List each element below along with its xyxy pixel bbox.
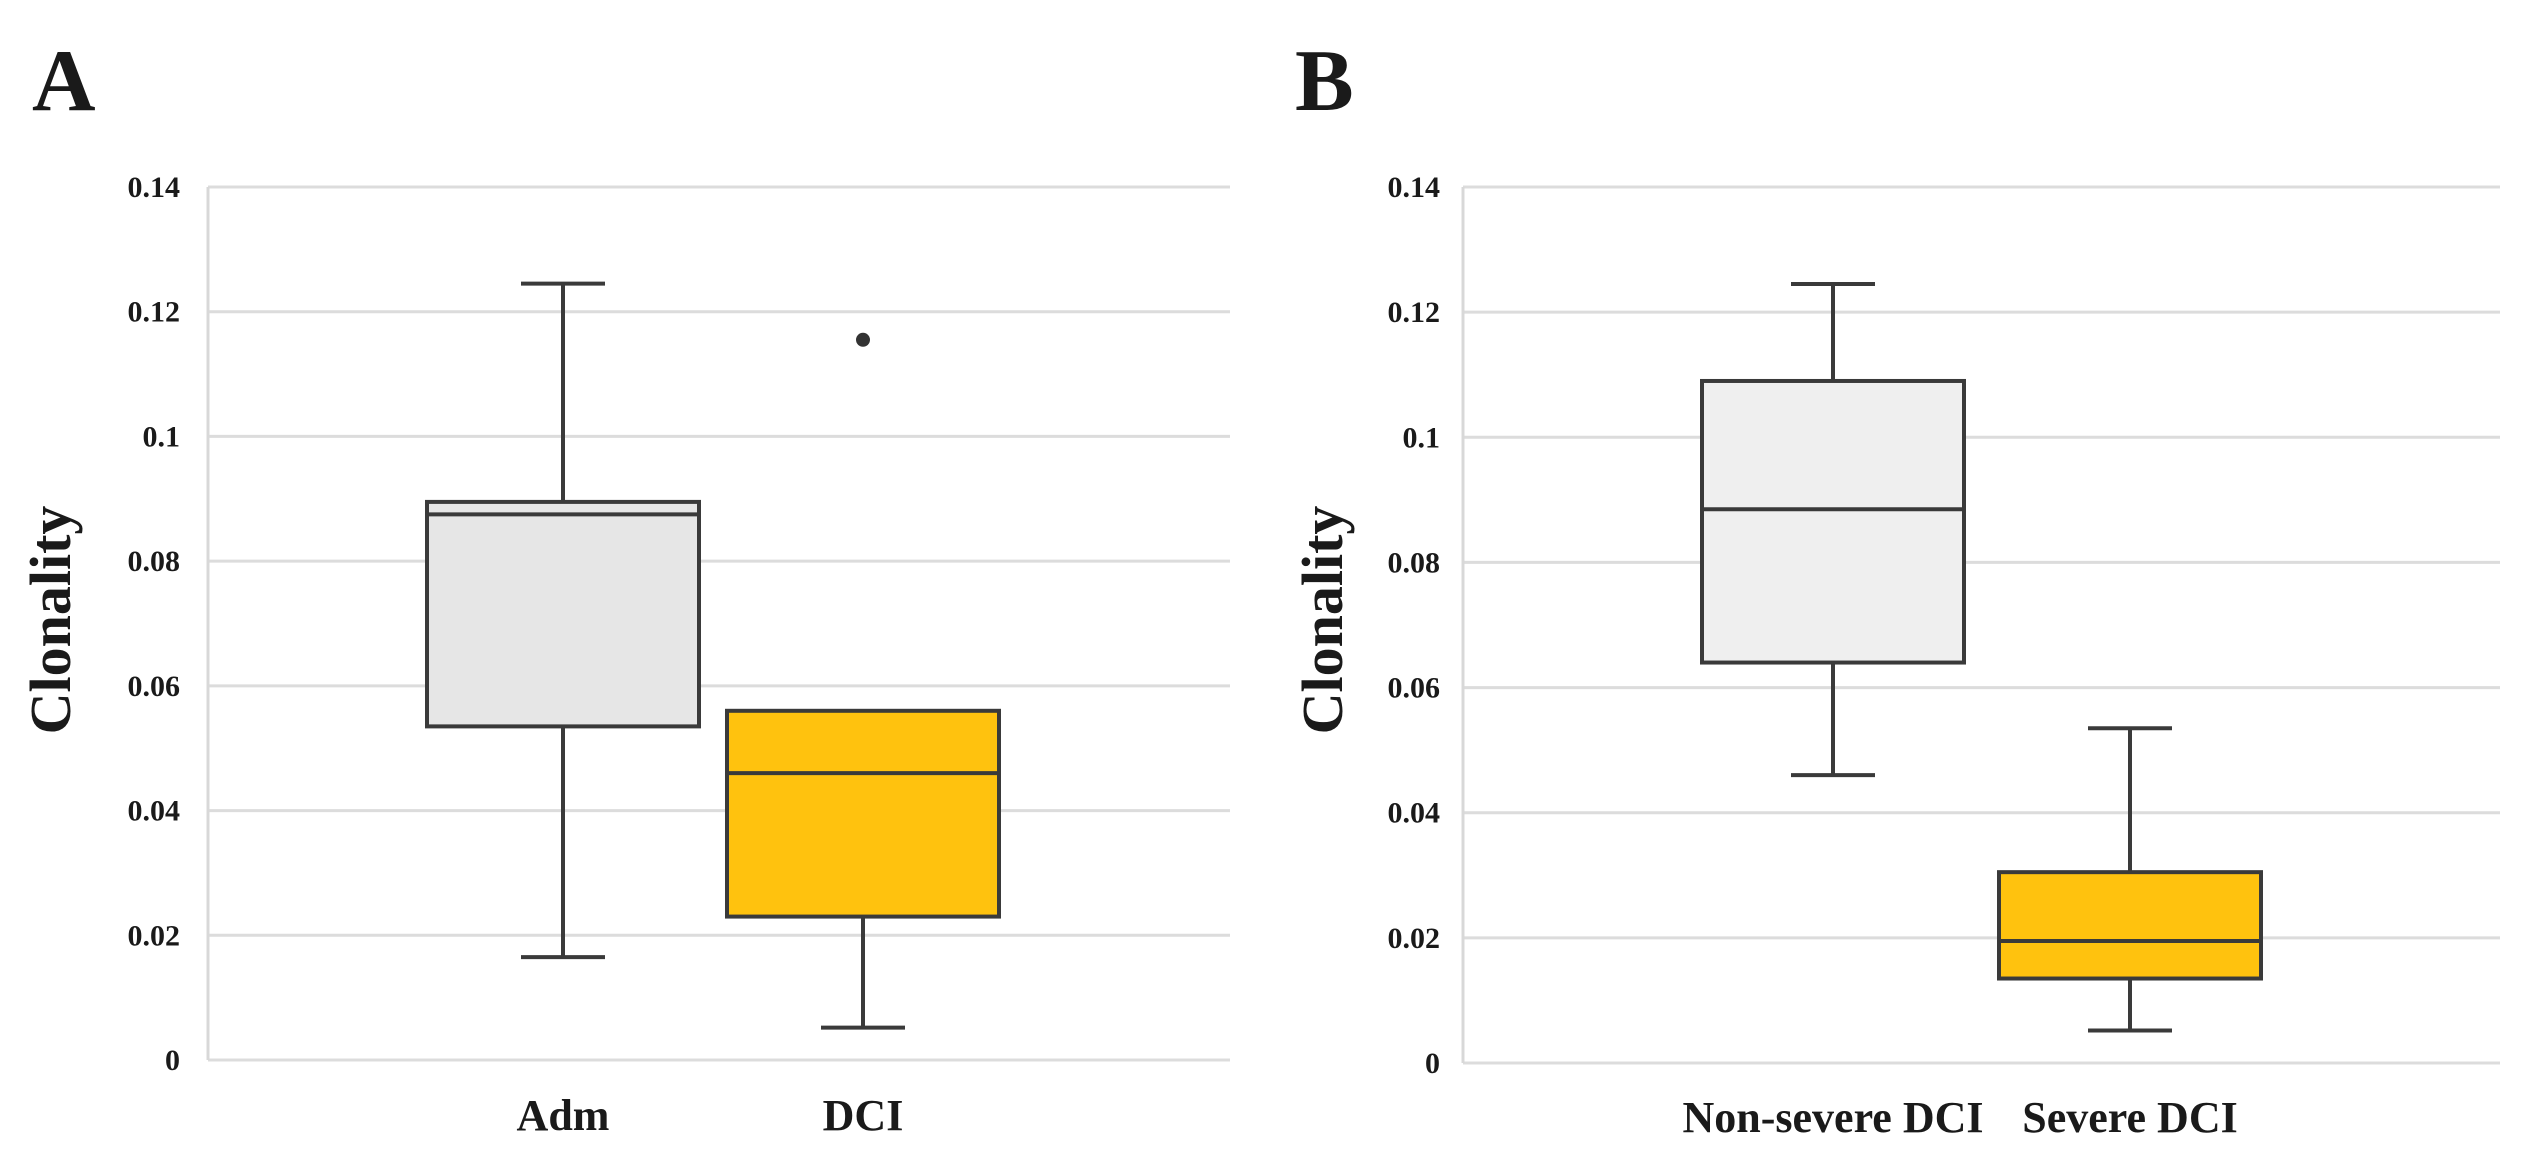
category-label-a-0: Adm bbox=[517, 1091, 610, 1140]
y-axis-label-a: Clonality bbox=[18, 506, 83, 735]
box-b-1 bbox=[1997, 870, 2263, 981]
category-label-b-0: Non-severe DCI bbox=[1682, 1093, 1983, 1142]
ytick-label-b-7: 0.14 bbox=[1388, 171, 1441, 204]
boxplot-chart-b: 0 0.02 0.04 0.06 0.08 0.1 0.12 0.14 Clonality Non… bbox=[1290, 171, 2500, 1142]
ytick-label-a-4: 0.08 bbox=[128, 545, 181, 578]
ytick-label-a-0: 0 bbox=[165, 1044, 180, 1077]
ytick-label-a-3: 0.06 bbox=[128, 670, 181, 703]
category-label-a-1: DCI bbox=[823, 1091, 904, 1140]
ytick-label-a-2: 0.04 bbox=[128, 795, 181, 828]
ytick-label-b-1: 0.02 bbox=[1388, 922, 1441, 955]
ytick-label-a-6: 0.12 bbox=[128, 296, 181, 329]
panel-b-letter: B bbox=[1295, 33, 1354, 130]
ytick-label-b-2: 0.04 bbox=[1388, 797, 1441, 830]
box-a-1 bbox=[725, 708, 1001, 919]
ytick-label-b-5: 0.1 bbox=[1403, 421, 1441, 454]
box-a-0 bbox=[425, 499, 701, 729]
ytick-label-a-7: 0.14 bbox=[128, 171, 181, 204]
box-b-0 bbox=[1700, 378, 1966, 665]
ytick-label-b-6: 0.12 bbox=[1388, 296, 1441, 329]
category-label-b-1: Severe DCI bbox=[2022, 1093, 2237, 1142]
panel-a-letter: A bbox=[32, 33, 96, 130]
boxplot-chart-a: 0 0.02 0.04 0.06 0.08 0.1 0.12 0.14 Clonality Adm… bbox=[18, 171, 1230, 1140]
ytick-label-b-4: 0.08 bbox=[1388, 546, 1441, 579]
ytick-label-b-3: 0.06 bbox=[1388, 672, 1441, 705]
ytick-label-b-0: 0 bbox=[1425, 1047, 1440, 1080]
outlier-point-a-1-0 bbox=[856, 332, 870, 347]
ytick-label-a-1: 0.02 bbox=[128, 919, 181, 952]
ytick-label-a-5: 0.1 bbox=[143, 420, 181, 453]
y-axis-label-b: Clonality bbox=[1290, 506, 1355, 735]
